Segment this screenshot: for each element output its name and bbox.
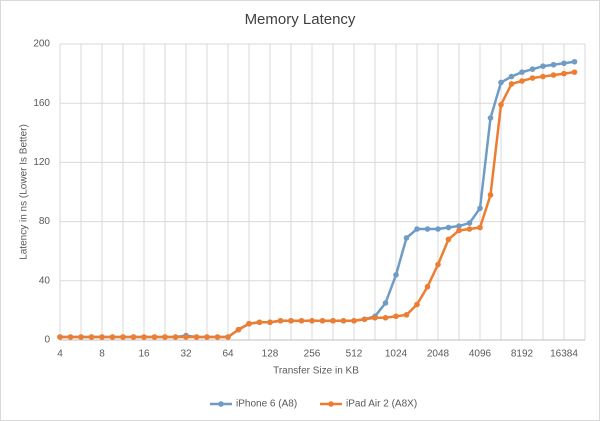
data-point: [57, 334, 63, 340]
data-point: [498, 79, 504, 86]
data-point: [445, 236, 452, 243]
data-point: [78, 334, 84, 340]
data-point: [330, 317, 336, 324]
data-point: [151, 334, 158, 340]
x-tick-label: 64: [222, 349, 234, 360]
y-tick-label: 40: [39, 275, 51, 286]
data-point: [382, 315, 389, 321]
data-point: [456, 227, 462, 234]
data-point: [130, 334, 137, 340]
data-point: [88, 334, 95, 340]
data-point: [529, 66, 536, 72]
data-point: [435, 226, 441, 232]
data-point: [403, 235, 410, 241]
data-point: [414, 301, 420, 308]
data-point: [466, 220, 473, 226]
data-point: [403, 312, 410, 318]
data-point: [540, 63, 546, 69]
x-tick-label: 4: [57, 349, 63, 360]
y-tick-label: 0: [44, 335, 50, 346]
data-point: [340, 317, 347, 324]
data-point: [204, 334, 210, 340]
data-point: [561, 70, 567, 77]
data-point: [319, 317, 326, 324]
data-point: [498, 101, 504, 108]
data-point: [372, 315, 378, 321]
data-point: [309, 317, 315, 324]
data-point: [393, 313, 399, 320]
data-point: [109, 334, 116, 340]
data-point: [519, 78, 525, 84]
legend-label: iPhone 6 (A8): [236, 399, 297, 410]
data-point: [414, 226, 420, 232]
x-tick-label: 1024: [385, 349, 408, 360]
data-point: [571, 58, 578, 65]
legend-label: iPad Air 2 (A8X): [346, 399, 417, 410]
legend-marker: [328, 401, 334, 407]
data-point: [141, 334, 147, 340]
data-point: [550, 72, 557, 78]
data-point: [214, 334, 221, 340]
data-point: [235, 326, 242, 333]
data-point: [393, 272, 399, 278]
data-point: [424, 283, 431, 290]
data-point: [445, 224, 452, 231]
x-tick-label: 16384: [550, 349, 578, 360]
data-point: [487, 115, 494, 121]
data-point: [351, 317, 357, 324]
x-tick-label: 2048: [427, 349, 450, 360]
data-point: [288, 317, 294, 324]
y-axis-title: Latency in ns (Lower Is Better): [19, 124, 30, 260]
data-point: [466, 226, 473, 232]
x-tick-label: 8: [99, 349, 105, 360]
x-tick-label: 128: [262, 349, 279, 360]
data-point: [508, 81, 515, 87]
data-point: [298, 317, 305, 324]
data-point: [120, 334, 126, 340]
data-point: [246, 320, 252, 327]
data-point: [382, 300, 389, 306]
x-tick-label: 32: [180, 349, 192, 360]
y-tick-label: 80: [39, 216, 51, 227]
data-point: [225, 334, 231, 340]
data-point: [571, 69, 578, 75]
y-tick-label: 120: [33, 157, 50, 168]
data-point: [162, 334, 168, 340]
legend-marker: [218, 401, 224, 407]
data-point: [172, 334, 179, 340]
x-tick-label: 16: [138, 349, 150, 360]
data-point: [277, 317, 284, 324]
x-tick-label: 512: [346, 349, 363, 360]
data-point: [487, 192, 494, 198]
data-point: [477, 224, 483, 231]
data-point: [540, 73, 546, 80]
data-point: [256, 319, 263, 326]
data-point: [550, 61, 557, 68]
data-point: [477, 205, 483, 212]
data-point: [267, 319, 273, 326]
data-point: [529, 75, 536, 81]
data-point: [508, 73, 515, 80]
data-point: [193, 334, 200, 340]
data-point: [519, 69, 525, 75]
data-point: [561, 60, 567, 67]
chart-title: Memory Latency: [245, 11, 356, 28]
y-tick-label: 160: [33, 98, 50, 109]
data-point: [67, 334, 74, 340]
x-tick-label: 4096: [469, 349, 492, 360]
data-point: [456, 223, 462, 229]
data-point: [183, 334, 189, 340]
x-tick-label: 256: [304, 349, 321, 360]
data-point: [99, 334, 105, 340]
y-tick-label: 200: [33, 39, 50, 50]
data-point: [361, 316, 368, 323]
data-point: [435, 261, 441, 268]
x-tick-label: 8192: [511, 349, 534, 360]
data-point: [424, 226, 431, 232]
x-axis-title: Transfer Size in KB: [273, 366, 359, 377]
